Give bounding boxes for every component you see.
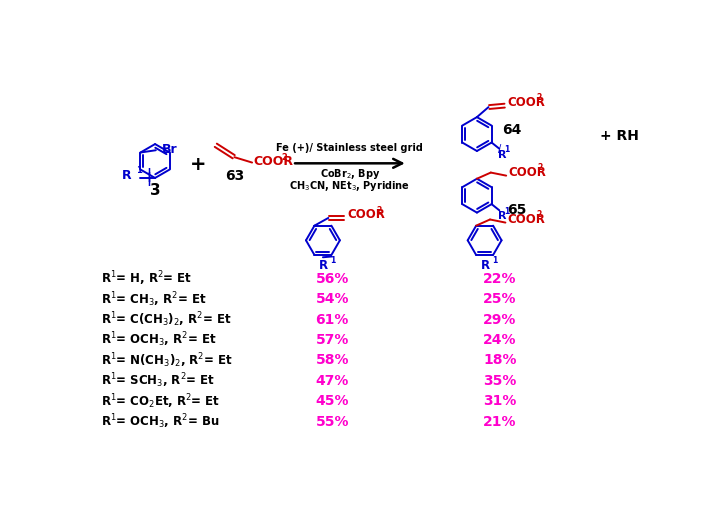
Text: 1: 1	[492, 256, 497, 265]
Text: R: R	[498, 211, 507, 222]
Text: 29%: 29%	[483, 313, 517, 326]
Text: /: /	[497, 144, 501, 154]
Text: COOR: COOR	[508, 213, 546, 226]
Text: R: R	[319, 259, 328, 272]
Text: 45%: 45%	[315, 394, 349, 408]
Text: +: +	[190, 155, 206, 174]
Text: R$^{1}$= H, R$^{2}$= Et: R$^{1}$= H, R$^{2}$= Et	[101, 269, 193, 288]
Text: R$^{1}$= CH$_{3}$, R$^{2}$= Et: R$^{1}$= CH$_{3}$, R$^{2}$= Et	[101, 290, 207, 308]
Text: 2: 2	[536, 94, 541, 102]
Text: COOR: COOR	[254, 155, 293, 168]
Text: 21%: 21%	[483, 415, 517, 429]
Text: R$^{1}$= C(CH$_{3}$)$_{2}$, R$^{2}$= Et: R$^{1}$= C(CH$_{3}$)$_{2}$, R$^{2}$= Et	[101, 310, 231, 329]
Text: COOR: COOR	[508, 96, 546, 109]
Text: R$^{1}$= N(CH$_{3}$)$_{2}$, R$^{2}$= Et: R$^{1}$= N(CH$_{3}$)$_{2}$, R$^{2}$= Et	[101, 351, 233, 370]
Text: 31%: 31%	[483, 394, 517, 408]
Text: R: R	[498, 150, 507, 160]
Text: R: R	[481, 259, 490, 272]
Text: 65: 65	[508, 203, 526, 216]
Text: 1: 1	[330, 256, 335, 265]
Text: CoBr$_{2}$, Bpy: CoBr$_{2}$, Bpy	[319, 167, 380, 181]
Text: R$^{1}$= SCH$_{3}$, R$^{2}$= Et: R$^{1}$= SCH$_{3}$, R$^{2}$= Et	[101, 372, 215, 390]
Text: |: |	[146, 168, 151, 182]
Text: 61%: 61%	[316, 313, 349, 326]
Text: R: R	[123, 169, 132, 182]
Text: COOR: COOR	[348, 208, 386, 222]
Text: R$^{1}$= OCH$_{3}$, R$^{2}$= Et: R$^{1}$= OCH$_{3}$, R$^{2}$= Et	[101, 331, 216, 350]
Text: 3: 3	[150, 183, 160, 198]
Text: 1: 1	[505, 207, 510, 215]
Text: 2: 2	[536, 210, 541, 219]
Text: 58%: 58%	[315, 354, 349, 368]
Text: 55%: 55%	[315, 415, 349, 429]
Text: 24%: 24%	[483, 333, 517, 347]
Text: 56%: 56%	[316, 272, 349, 286]
Text: 63: 63	[225, 169, 244, 182]
Text: 22%: 22%	[483, 272, 517, 286]
Text: 1: 1	[136, 166, 142, 175]
Text: Fe (+)/ Stainless steel grid: Fe (+)/ Stainless steel grid	[276, 143, 423, 153]
Text: 57%: 57%	[316, 333, 349, 347]
Text: 54%: 54%	[315, 292, 349, 306]
Text: 35%: 35%	[483, 374, 517, 388]
Text: 2: 2	[537, 163, 542, 172]
Text: 2: 2	[281, 153, 287, 162]
Text: 64: 64	[502, 123, 521, 137]
Text: Br: Br	[162, 143, 177, 156]
Text: 25%: 25%	[483, 292, 517, 306]
Text: R$^{1}$= CO$_{2}$Et, R$^{2}$= Et: R$^{1}$= CO$_{2}$Et, R$^{2}$= Et	[101, 392, 221, 411]
Text: 18%: 18%	[483, 354, 517, 368]
Text: + RH: + RH	[600, 128, 639, 142]
Text: CH$_{3}$CN, NEt$_{3}$, Pyridine: CH$_{3}$CN, NEt$_{3}$, Pyridine	[289, 179, 410, 193]
Text: 2: 2	[376, 206, 381, 215]
Text: COOR: COOR	[508, 166, 547, 179]
Text: 47%: 47%	[316, 374, 349, 388]
Text: |: |	[146, 173, 151, 187]
Text: 1: 1	[505, 145, 510, 154]
Text: R$^{1}$= OCH$_{3}$, R$^{2}$= Bu: R$^{1}$= OCH$_{3}$, R$^{2}$= Bu	[101, 412, 219, 431]
